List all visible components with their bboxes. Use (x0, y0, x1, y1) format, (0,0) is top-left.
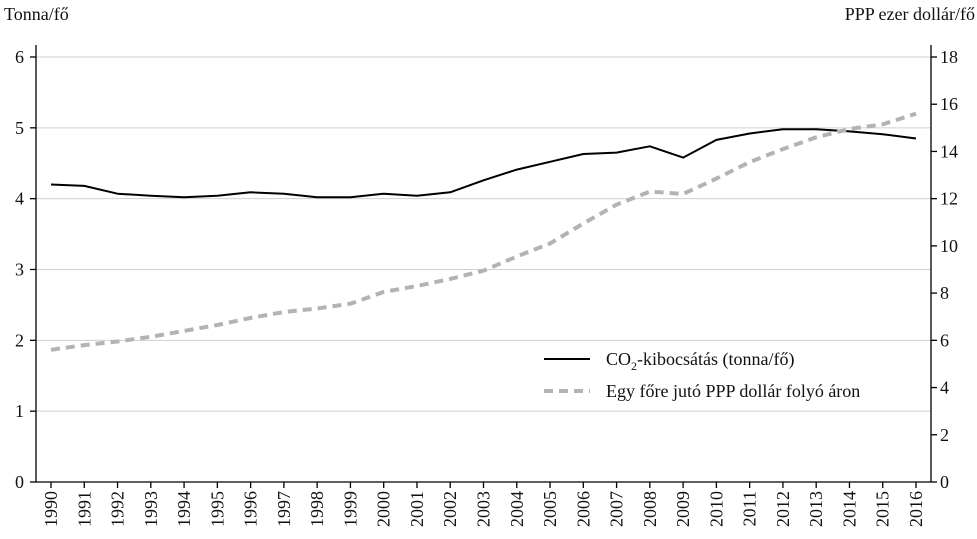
y-left-tick-label: 2 (15, 330, 24, 350)
legend-background (538, 342, 928, 406)
y-right-tick-label: 2 (940, 425, 949, 445)
x-tick-label: 2002 (440, 491, 460, 527)
x-tick-label: 1995 (207, 491, 227, 527)
x-tick-label: 1992 (108, 491, 128, 527)
x-tick-label: 2014 (839, 491, 859, 527)
x-tick-label: 2010 (706, 491, 726, 527)
x-tick-label: 2008 (640, 491, 660, 527)
x-tick-label: 2013 (806, 491, 826, 527)
x-tick-label: 2012 (773, 491, 793, 527)
legend-label-co2: CO2-kibocsátás (tonna/fő) (606, 349, 794, 373)
co2-emission-line (50, 128, 917, 199)
x-tick-label: 2005 (540, 491, 560, 527)
y-right-tick-label: 6 (940, 330, 949, 350)
y-left-tick-label: 1 (15, 401, 24, 421)
y-right-tick-label: 18 (940, 47, 958, 67)
y-right-tick-label: 16 (940, 94, 958, 114)
x-tick-label: 1990 (41, 491, 61, 527)
legend-label-ppp: Egy főre jutó PPP dollár folyó áron (606, 381, 860, 401)
x-tick-label: 2015 (873, 491, 893, 527)
x-tick-label: 2000 (374, 491, 394, 527)
y-left-tick-label: 0 (15, 472, 24, 492)
y-right-tick-label: 8 (940, 283, 949, 303)
x-tick-label: 2011 (740, 491, 760, 526)
y-right-tick-label: 14 (940, 141, 958, 161)
y-left-tick-label: 3 (15, 260, 24, 280)
x-tick-label: 2007 (607, 491, 627, 527)
y-right-axis-title: PPP ezer dollár/fő (845, 4, 975, 24)
y-left-tick-label: 6 (15, 47, 24, 67)
legend: CO2-kibocsátás (tonna/fő) Egy főre jutó … (538, 342, 928, 406)
y-right-tick-label: 10 (940, 236, 958, 256)
y-right-tick-label: 4 (940, 378, 949, 398)
x-tick-label: 2006 (573, 491, 593, 527)
x-tick-label: 2016 (906, 491, 926, 527)
y-right-tick-label: 12 (940, 189, 958, 209)
x-tick-label: 1998 (307, 491, 327, 527)
y-left-tick-label: 5 (15, 118, 24, 138)
x-tick-label: 1996 (241, 491, 261, 527)
x-tick-label: 2001 (407, 491, 427, 527)
x-tick-label: 1994 (174, 491, 194, 527)
x-tick-label: 1997 (274, 491, 294, 527)
x-tick-label: 2009 (673, 491, 693, 527)
x-tick-label: 1999 (340, 491, 360, 527)
x-tick-label: 2003 (474, 491, 494, 527)
x-tick-label: 1991 (74, 491, 94, 527)
ppp-dollar-line (50, 111, 917, 352)
x-tick-label: 2004 (507, 491, 527, 527)
x-tick-label: 1993 (141, 491, 161, 527)
y-left-tick-label: 4 (15, 189, 24, 209)
y-left-axis-title: Tonna/fő (4, 4, 69, 24)
y-right-tick-label: 0 (940, 472, 949, 492)
series-layer (50, 111, 917, 352)
